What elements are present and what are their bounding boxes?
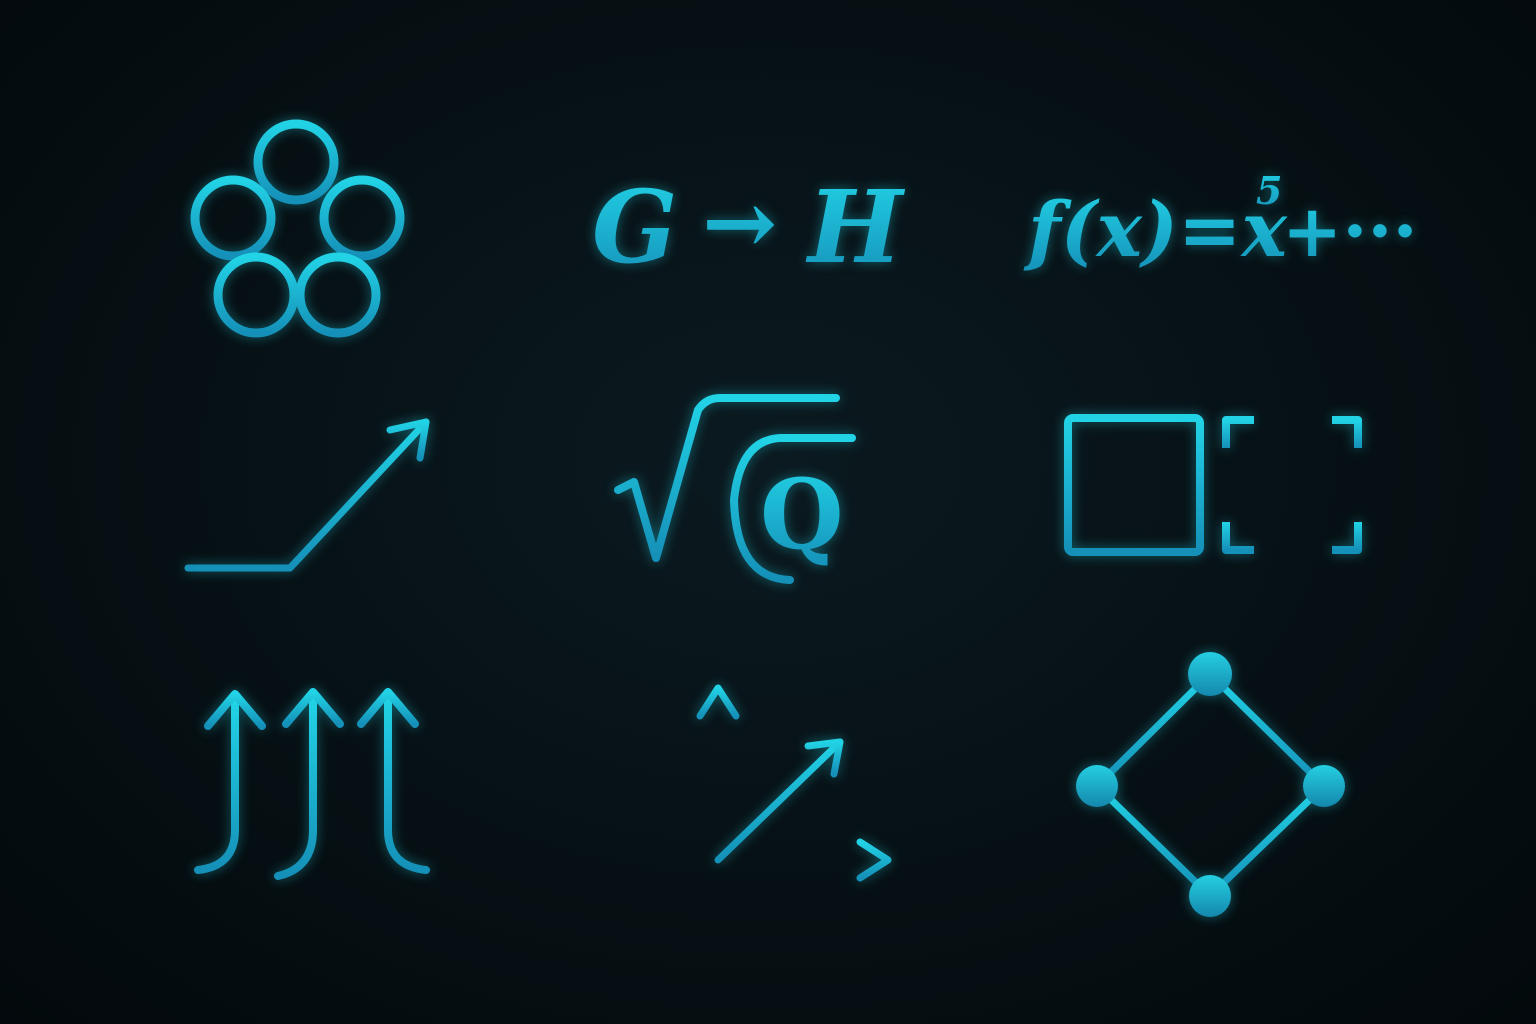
sqrt-q-icon: Q <box>614 394 856 584</box>
five-circles-icon <box>190 119 405 338</box>
x-axis <box>632 838 892 882</box>
ramp-line <box>184 418 430 572</box>
z-axis <box>714 738 844 864</box>
polynomial-main-text: f(x)=x <box>1023 185 1289 274</box>
node-right <box>1303 765 1345 807</box>
up-arrow-3 <box>357 688 430 874</box>
edge-right-bottom <box>1206 782 1328 900</box>
diamond-graph-icon <box>1076 652 1345 917</box>
axes-3d-icon <box>632 684 892 898</box>
node-top <box>1188 652 1232 696</box>
circle-right <box>319 175 405 261</box>
group-g-label: G <box>592 168 677 286</box>
grid-matrices-icon <box>1064 414 1362 556</box>
ramp-arrowhead <box>386 418 430 462</box>
node-bottom <box>1189 875 1231 917</box>
polynomial-tail: +··· <box>1282 188 1418 273</box>
circle-left <box>190 175 276 261</box>
circle-bottom-left <box>213 252 299 338</box>
circle-bottom-right <box>295 252 381 338</box>
circle-top <box>253 119 339 205</box>
edge-top-left <box>1093 670 1214 790</box>
polynomial-exponent: 5 <box>1256 168 1282 213</box>
triple-up-arrows-icon <box>194 688 430 880</box>
map-arrow-glyph: → <box>702 170 777 276</box>
up-arrow-2 <box>274 688 344 880</box>
dashed-frame-matrix <box>1222 416 1362 554</box>
node-left <box>1076 765 1118 807</box>
group-h-label: H <box>805 168 906 286</box>
ramp-arrow-icon <box>184 418 430 572</box>
homomorphism-icon: G → H <box>592 168 906 286</box>
radical-sign <box>614 394 840 562</box>
polynomial-icon: f(x)=x 5 +··· <box>1023 168 1418 274</box>
grid-matrix <box>1064 414 1204 556</box>
edge-top-right <box>1206 670 1328 790</box>
up-arrow-1 <box>194 690 266 874</box>
inner-arc <box>730 434 856 584</box>
edge-left-bottom <box>1093 782 1214 900</box>
radicand-q: Q <box>760 458 844 571</box>
